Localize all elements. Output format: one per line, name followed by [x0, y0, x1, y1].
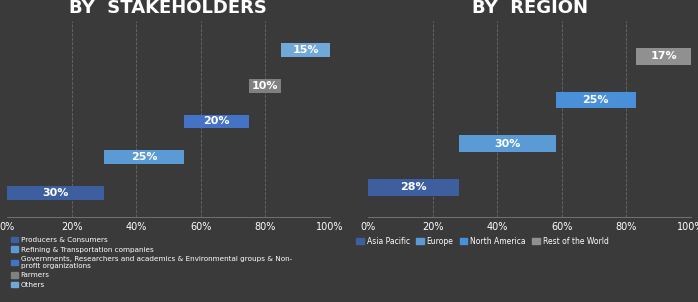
Legend: Producers & Consumers, Refining & Transportation companies, Governments, Researc: Producers & Consumers, Refining & Transp…	[10, 237, 292, 288]
FancyBboxPatch shape	[249, 79, 281, 92]
Text: 30%: 30%	[42, 188, 68, 198]
Text: 20%: 20%	[203, 117, 230, 127]
FancyBboxPatch shape	[7, 186, 104, 200]
FancyBboxPatch shape	[281, 43, 329, 57]
Text: 17%: 17%	[651, 51, 677, 62]
Text: 15%: 15%	[292, 45, 319, 55]
Legend: Asia Pacific, Europe, North America, Rest of the World: Asia Pacific, Europe, North America, Res…	[356, 237, 609, 246]
Text: 28%: 28%	[400, 182, 427, 192]
Title: BY  STAKEHOLDERS: BY STAKEHOLDERS	[69, 0, 267, 17]
FancyBboxPatch shape	[369, 179, 459, 196]
FancyBboxPatch shape	[556, 92, 636, 108]
Text: 30%: 30%	[494, 139, 520, 149]
Text: 25%: 25%	[131, 152, 157, 162]
FancyBboxPatch shape	[104, 150, 184, 164]
FancyBboxPatch shape	[459, 135, 556, 152]
Text: 10%: 10%	[252, 81, 279, 91]
FancyBboxPatch shape	[184, 115, 249, 128]
Text: 25%: 25%	[583, 95, 609, 105]
Title: BY  REGION: BY REGION	[472, 0, 588, 17]
FancyBboxPatch shape	[636, 48, 691, 65]
